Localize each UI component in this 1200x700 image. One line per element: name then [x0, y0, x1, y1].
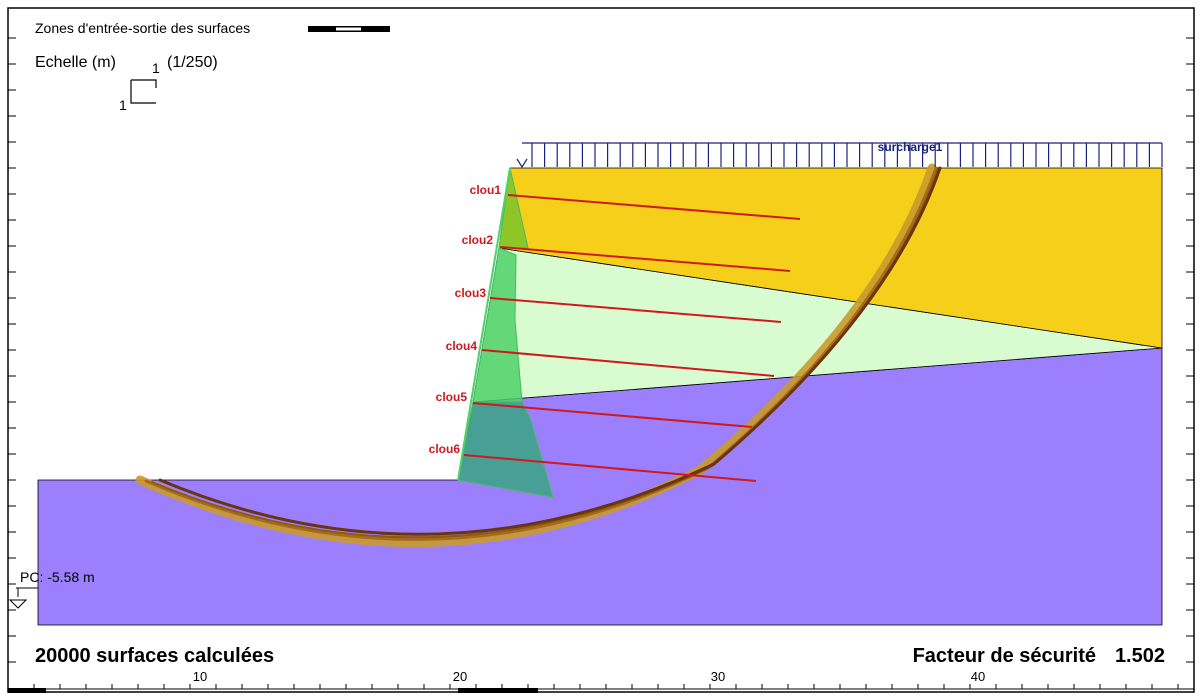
- nail-label: clou3: [455, 286, 487, 300]
- bottom-scale-bar-left: [8, 688, 46, 693]
- nail-clou6: [463, 454, 757, 482]
- scale-v-unit: 1: [119, 97, 127, 113]
- bottom-axis: 10 20 30 40: [7, 669, 1194, 693]
- slip-surface-critical: [158, 166, 942, 536]
- nail-label: clou4: [446, 339, 478, 353]
- nail-label: clou1: [470, 183, 502, 197]
- safety-value: 1.502: [1115, 645, 1165, 667]
- axis-tick-label: 10: [193, 669, 207, 684]
- slip-surfaces: [135, 163, 942, 548]
- surcharge-load: [516, 142, 1163, 169]
- side-ruler-ticks: [8, 37, 1194, 663]
- scale-title: Echelle (m): [35, 54, 116, 71]
- bottom-scale-bar-mid: [458, 688, 538, 693]
- water-level-icon: [8, 587, 38, 609]
- scale-h-unit: 1: [152, 60, 160, 76]
- scale-ratio: (1/250): [167, 54, 218, 71]
- nail-label: clou6: [429, 442, 461, 456]
- nail-clou4: [481, 349, 775, 377]
- zones-label: Zones d'entrée-sortie des surfaces: [35, 20, 250, 36]
- soil-nails: [463, 194, 801, 482]
- surcharge-label: surcharge1: [878, 140, 943, 154]
- surfaces-count: 20000 surfaces calculées: [35, 645, 274, 667]
- nail-label: clou2: [462, 233, 494, 247]
- nail-label: clou5: [436, 390, 468, 404]
- nailed-zone-middle: [472, 247, 523, 403]
- slope-face: [457, 167, 511, 481]
- axis-tick-label: 40: [971, 669, 985, 684]
- nail-clou1: [507, 194, 801, 220]
- nail-clou5: [472, 402, 753, 428]
- axis-tick-label: 20: [453, 669, 467, 684]
- zones-scale-bar: [308, 26, 390, 32]
- load-arrow-head: [516, 158, 528, 169]
- nail-labels: clou1 clou2 clou3 clou4 clou5 clou6: [429, 183, 502, 456]
- nail-clou3: [489, 297, 782, 323]
- pc-label: PC: -5.58 m: [20, 569, 95, 585]
- axis-tick-label: 30: [711, 669, 725, 684]
- scale-indicator: [130, 79, 157, 104]
- safety-label: Facteur de sécurité: [913, 645, 1096, 667]
- nail-clou2: [499, 246, 791, 272]
